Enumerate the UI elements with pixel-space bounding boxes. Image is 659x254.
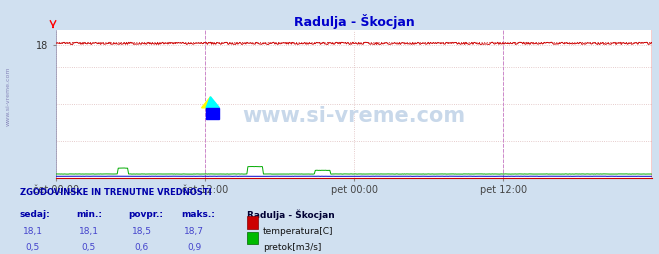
Text: pretok[m3/s]: pretok[m3/s]: [263, 243, 322, 251]
Text: www.si-vreme.com: www.si-vreme.com: [5, 67, 11, 126]
Polygon shape: [206, 97, 219, 108]
Text: temperatura[C]: temperatura[C]: [263, 227, 333, 236]
Text: sedaj:: sedaj:: [20, 210, 51, 218]
Text: 0,5: 0,5: [82, 243, 96, 251]
Text: 18,5: 18,5: [132, 227, 152, 236]
Text: 18,1: 18,1: [23, 227, 43, 236]
Polygon shape: [202, 97, 210, 108]
Title: Radulja - Škocjan: Radulja - Škocjan: [294, 14, 415, 29]
Text: Radulja - Škocjan: Radulja - Škocjan: [247, 210, 335, 220]
Text: 0,9: 0,9: [187, 243, 202, 251]
Text: 0,6: 0,6: [134, 243, 149, 251]
Text: ZGODOVINSKE IN TRENUTNE VREDNOSTI: ZGODOVINSKE IN TRENUTNE VREDNOSTI: [20, 188, 212, 197]
Text: 18,1: 18,1: [79, 227, 99, 236]
Text: 18,7: 18,7: [185, 227, 204, 236]
Bar: [206, 108, 219, 119]
Text: 0,5: 0,5: [26, 243, 40, 251]
Text: maks.:: maks.:: [181, 210, 215, 218]
Text: min.:: min.:: [76, 210, 101, 218]
Text: www.si-vreme.com: www.si-vreme.com: [243, 106, 466, 126]
Text: povpr.:: povpr.:: [129, 210, 163, 218]
